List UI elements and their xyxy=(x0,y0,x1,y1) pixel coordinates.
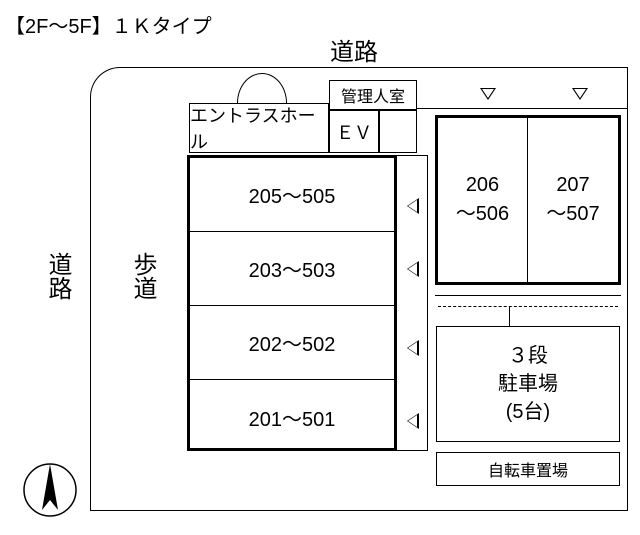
entry-marker-left-4 xyxy=(407,413,419,429)
boundary-bottom xyxy=(90,510,628,511)
unit-label: 203～503 xyxy=(249,254,336,283)
entry-marker-left-1 xyxy=(407,198,419,214)
entry-marker-1 xyxy=(480,88,496,100)
ev-label: ＥＶ xyxy=(336,119,372,145)
unit-label-top: 206 xyxy=(466,174,499,197)
corridor-right xyxy=(427,155,428,451)
road-label-left: 道路 xyxy=(40,252,75,300)
parking-line-2: 駐車場 xyxy=(498,370,558,398)
unit-label-bot: ～507 xyxy=(546,197,599,226)
entrance-hall: エントラスホール xyxy=(189,103,329,153)
entry-marker-2 xyxy=(572,88,588,100)
unit-col: 206 ～506 xyxy=(438,118,528,282)
unit-label: 205～505 xyxy=(249,180,336,209)
boundary-curve xyxy=(90,67,120,97)
door-arcs xyxy=(237,73,287,103)
unit-row: 203～503 xyxy=(190,232,394,306)
manager-label: 管理人室 xyxy=(341,83,405,107)
dashed-separator xyxy=(438,306,618,307)
north-arrow-icon xyxy=(20,460,80,525)
unit-row: 202～502 xyxy=(190,306,394,380)
unit-col: 207 ～507 xyxy=(528,118,618,282)
boundary-left xyxy=(90,97,91,510)
entry-marker-left-2 xyxy=(407,261,419,277)
boundary-top xyxy=(120,67,628,68)
parking-line-1: ３段 xyxy=(508,342,548,370)
road-label-top: 道路 xyxy=(330,32,378,67)
right-unit-block: 206 ～506 207 ～507 xyxy=(435,115,621,285)
left-unit-block: 205～505 203～503 202～502 201～501 xyxy=(187,155,397,451)
parking-area: ３段 駐車場 (5台) xyxy=(436,326,620,442)
unit-label-bot: ～506 xyxy=(456,197,509,226)
parking-gate-line xyxy=(509,306,510,326)
ev-side-box xyxy=(379,110,417,153)
manager-room: 管理人室 xyxy=(329,80,417,110)
entry-marker-left-3 xyxy=(407,340,419,356)
unit-label: 201～501 xyxy=(249,403,336,432)
unit-row: 201～501 xyxy=(190,380,394,454)
unit-label-top: 207 xyxy=(556,174,589,197)
parking-line-3: (5台) xyxy=(506,398,550,426)
unit-row: 205～505 xyxy=(190,158,394,232)
unit-label: 202～502 xyxy=(249,328,336,357)
page-title: 【2F～5F】１Ｋタイプ xyxy=(5,10,212,39)
top-separator xyxy=(417,108,628,109)
boundary-right xyxy=(627,67,628,510)
bike-parking: 自転車置場 xyxy=(436,452,620,486)
entrance-label: エントラスホール xyxy=(190,102,328,154)
bike-label: 自転車置場 xyxy=(488,457,568,481)
elevator: ＥＶ xyxy=(329,110,379,153)
right-underline xyxy=(435,295,621,296)
walkway-label: 歩道 xyxy=(125,252,160,300)
